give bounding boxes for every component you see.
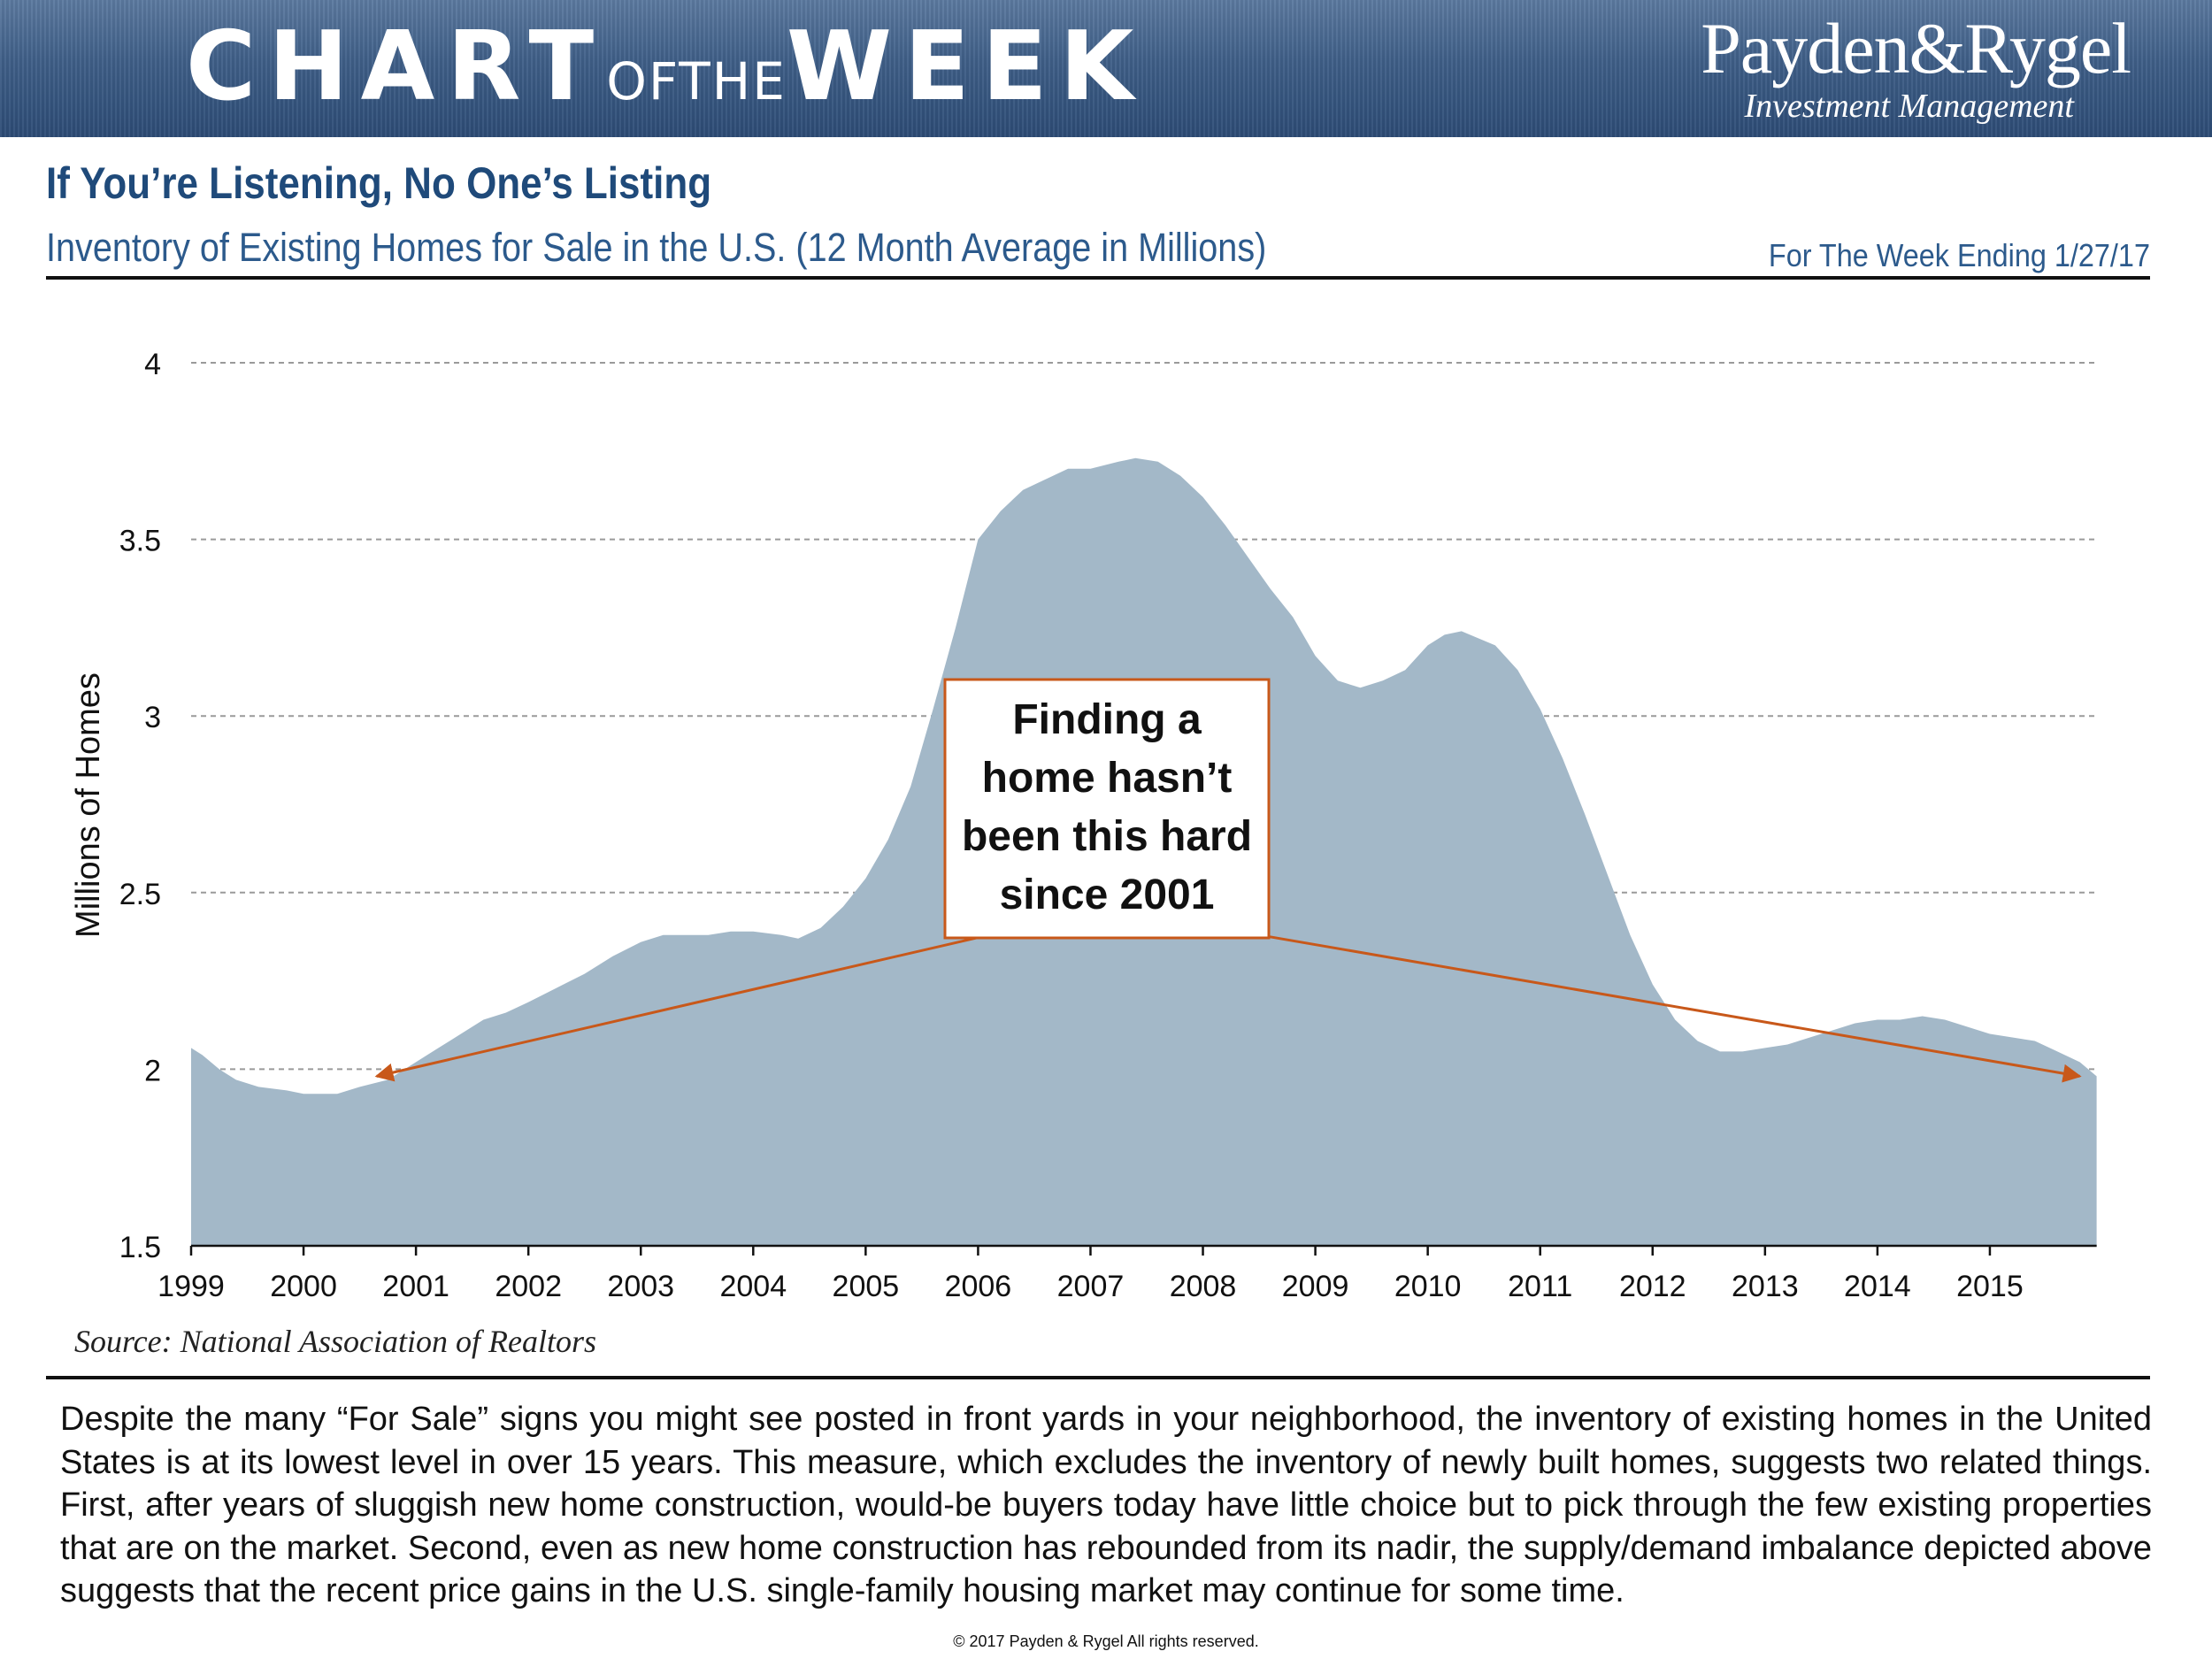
logo-name: Payden&Rygel	[1701, 8, 2131, 88]
banner-title-chart: CHART	[186, 12, 607, 122]
x-tick-label-2011: 2011	[1508, 1270, 1572, 1303]
annotation-text-line: been this hard	[962, 813, 1252, 860]
y-tick-label-4: 4	[144, 348, 161, 381]
x-tick-label-1999: 1999	[157, 1270, 225, 1303]
top-divider	[46, 276, 2150, 280]
x-tick-label-2012: 2012	[1619, 1270, 1686, 1303]
x-tick-label-2014: 2014	[1844, 1270, 1911, 1303]
x-tick-label-2013: 2013	[1732, 1270, 1799, 1303]
y-tick-label-3: 3	[144, 701, 161, 734]
y-tick-label-2: 2	[144, 1054, 161, 1087]
header-banner: CHARTOFTHEWEEK Payden&Rygel Investment M…	[0, 0, 2212, 137]
x-tick-label-2006: 2006	[945, 1270, 1012, 1303]
x-tick-label-2007: 2007	[1057, 1270, 1125, 1303]
week-ending-label: For The Week Ending 1/27/17	[1768, 237, 2150, 273]
page-title: If You’re Listening, No One’s Listing	[46, 158, 712, 208]
banner-title-of-the: OFTHE	[606, 51, 787, 111]
x-tick-label-2015: 2015	[1956, 1270, 2024, 1303]
y-axis-label: Millions of Homes	[70, 672, 107, 938]
annotation-text-line: home hasn’t	[982, 755, 1233, 802]
annotation-arrow-left	[374, 933, 990, 1082]
y-tick-label-2.5: 2.5	[119, 878, 161, 911]
inventory-area-chart: 1.5 2 2.5 3 3.5 4 Millions of Homes 1999 2000 200…	[70, 348, 2097, 1303]
chart-of-the-week-title: CHARTOFTHEWEEK	[186, 19, 1146, 115]
x-tick-label-2008: 2008	[1170, 1270, 1237, 1303]
payden-rygel-logo: Payden&Rygel Investment Management	[1582, 12, 2131, 126]
commentary-paragraph: Despite the many “For Sale” signs you mi…	[60, 1401, 2152, 1609]
annotation-arrow-right	[1258, 933, 2082, 1083]
banner-title-week: WEEK	[786, 12, 1147, 122]
annotation-text-line: Finding a	[1012, 696, 1202, 743]
y-tick-label-3.5: 3.5	[119, 525, 161, 558]
bottom-divider	[46, 1376, 2150, 1379]
x-tick-label-2010: 2010	[1394, 1270, 1462, 1303]
banner-texture	[0, 0, 2212, 137]
copyright-notice: © 2017 Payden & Rygel All rights reserve…	[953, 1632, 1259, 1650]
logo-tagline: Investment Management	[1744, 88, 2075, 125]
x-tick-label-2009: 2009	[1282, 1270, 1349, 1303]
source-note: Source: National Association of Realtors	[74, 1324, 596, 1359]
x-tick-label-2005: 2005	[833, 1270, 900, 1303]
x-tick-label-2003: 2003	[607, 1270, 674, 1303]
page-subtitle: Inventory of Existing Homes for Sale in …	[46, 225, 1267, 270]
x-tick-label-2004: 2004	[719, 1270, 787, 1303]
annotation-text-line: since 2001	[1000, 872, 1215, 918]
y-tick-label-1.5: 1.5	[119, 1231, 161, 1264]
x-tick-label-2000: 2000	[270, 1270, 337, 1303]
x-tick-label-2001: 2001	[382, 1270, 449, 1303]
annotation-box	[943, 678, 1271, 940]
x-tick-label-2002: 2002	[495, 1270, 562, 1303]
